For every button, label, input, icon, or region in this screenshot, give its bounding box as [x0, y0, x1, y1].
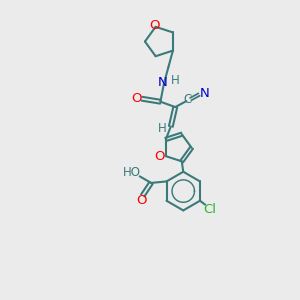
- Text: N: N: [158, 76, 167, 89]
- Text: O: O: [131, 92, 142, 105]
- Text: H: H: [171, 74, 180, 87]
- Text: O: O: [154, 150, 165, 163]
- Text: C: C: [184, 93, 192, 106]
- Text: H: H: [158, 122, 166, 135]
- Text: O: O: [136, 194, 147, 207]
- Text: Cl: Cl: [204, 203, 217, 216]
- Text: HO: HO: [123, 166, 141, 179]
- Text: O: O: [149, 20, 159, 32]
- Text: N: N: [200, 87, 210, 100]
